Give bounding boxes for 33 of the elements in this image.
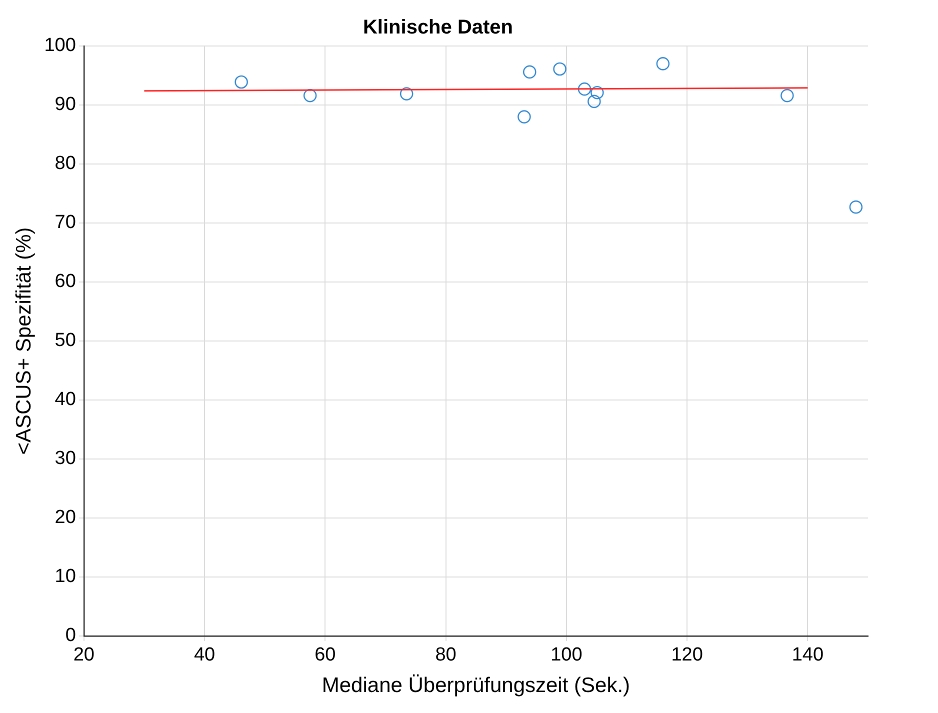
y-tick-label: 40 [54,389,76,410]
point [522,65,536,79]
y-tick-label: 20 [54,507,76,528]
y-tick-label: 60 [54,271,76,292]
y-tick-label: 80 [54,153,76,174]
x-tick-label: 140 [792,644,824,666]
x-tick-label: 60 [314,644,336,666]
point [518,110,531,124]
point [234,75,248,89]
y-tick-label: 0 [65,625,76,646]
y-tick-label: 30 [54,448,76,470]
chart-title: Klinische Daten [362,16,514,39]
x-tick-label: 20 [73,644,94,666]
y-tick-label: 90 [54,94,76,116]
y-tick-label: 10 [54,566,76,588]
point [303,88,317,102]
y-axis-title: <ASCUS+ Spezifität (%) [12,227,36,455]
point [780,88,794,102]
point [400,87,414,100]
x-tick-label: 40 [194,644,216,666]
y-tick-label: 70 [54,212,76,234]
point [590,86,604,100]
point [588,94,601,108]
x-tick-label: 120 [671,644,703,666]
y-tick-label: 100 [44,35,76,56]
point [656,57,670,70]
x-tick-label: 80 [435,644,456,666]
point [553,62,566,76]
point [578,82,592,96]
x-axis-title: Mediane Überprüfungszeit (Sek.) [322,674,630,698]
point [849,200,863,214]
y-tick-label: 50 [54,330,76,352]
x-tick-label: 100 [550,644,582,666]
